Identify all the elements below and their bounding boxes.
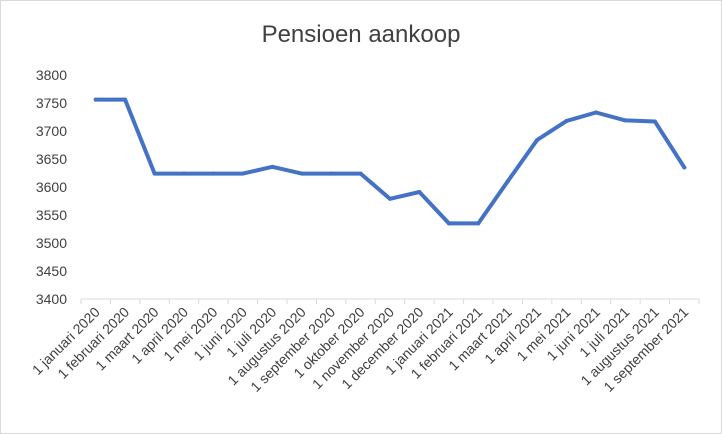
data-point [446, 221, 451, 226]
y-tick-label: 3600 [36, 179, 67, 195]
data-point [270, 164, 275, 169]
data-point [623, 118, 628, 123]
y-tick-label: 3650 [36, 151, 67, 167]
data-point [182, 171, 186, 176]
y-tick-label: 3500 [36, 235, 67, 251]
chart-title: Pensioen aankoop [262, 21, 461, 48]
series-group [93, 97, 687, 226]
data-point [652, 119, 657, 124]
data-point [329, 171, 334, 176]
y-tick-label: 3800 [36, 67, 67, 83]
data-point [299, 171, 304, 176]
y-tick-label: 3450 [36, 263, 67, 279]
data-point [476, 221, 481, 226]
data-point [564, 118, 569, 123]
data-point [682, 165, 687, 170]
data-point [240, 171, 245, 176]
data-point [388, 196, 392, 201]
y-tick-label: 3400 [36, 291, 67, 307]
y-axis: 3800 3750 3700 3650 3600 3550 3500 3450 3400 [36, 67, 67, 307]
series-line [93, 97, 687, 226]
data-point [358, 171, 363, 176]
data-point [152, 171, 157, 176]
x-axis [80, 298, 700, 304]
y-tick-label: 3700 [36, 123, 67, 139]
y-tick-label: 3550 [36, 207, 67, 223]
data-point [535, 137, 540, 142]
data-point [594, 110, 598, 115]
data-point [505, 179, 510, 184]
data-point [93, 97, 98, 102]
y-tick-label: 3750 [36, 95, 67, 111]
data-point [123, 97, 128, 102]
data-point [417, 190, 422, 195]
data-point [211, 171, 216, 176]
